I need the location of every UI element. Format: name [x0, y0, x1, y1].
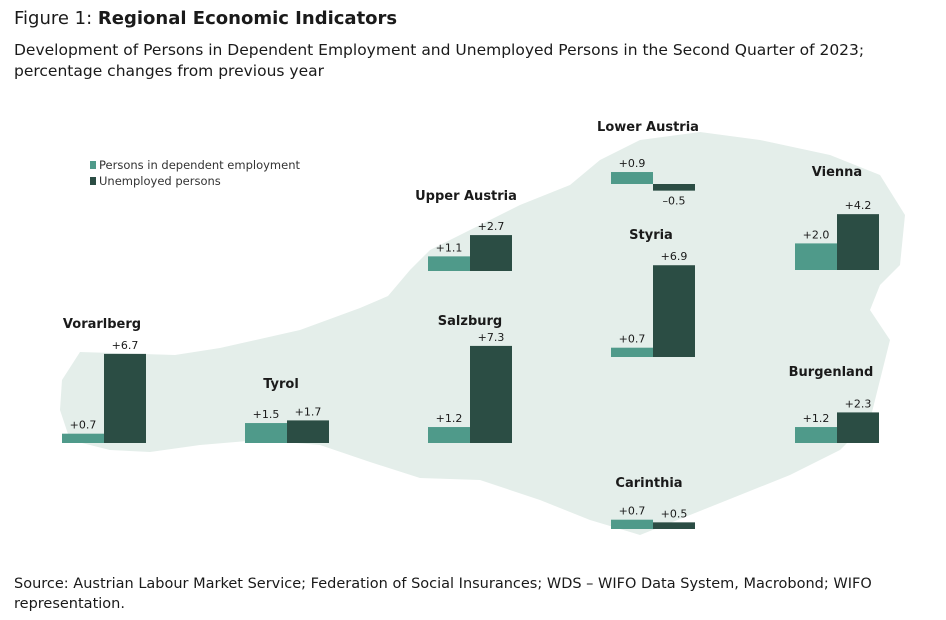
bar-vienna-unemployed-persons [837, 214, 879, 270]
region-name-tyrol: Tyrol [263, 377, 299, 392]
bar-upper-austria-unemployed-persons [470, 235, 512, 271]
value-label-upper-austria-persons-in-dependent-employment: +1.1 [436, 241, 463, 254]
value-label-vienna-persons-in-dependent-employment: +2.0 [803, 228, 830, 241]
source-note: Source: Austrian Labour Market Service; … [14, 576, 872, 612]
value-label-styria-unemployed-persons: +6.9 [661, 250, 688, 263]
bar-vorarlberg-persons-in-dependent-employment [62, 433, 104, 443]
bar-styria-unemployed-persons [653, 265, 695, 357]
bar-upper-austria-persons-in-dependent-employment [428, 256, 470, 271]
bar-lower-austria-persons-in-dependent-employment [611, 172, 653, 184]
region-name-vienna: Vienna [812, 165, 862, 180]
bar-tyrol-unemployed-persons [287, 420, 329, 443]
value-label-burgenland-persons-in-dependent-employment: +1.2 [803, 412, 830, 425]
region-name-carinthia: Carinthia [615, 476, 682, 491]
figure-title: Figure 1: Regional Economic Indicators [14, 8, 397, 29]
region-name-salzburg: Salzburg [438, 314, 502, 329]
value-label-salzburg-persons-in-dependent-employment: +1.2 [436, 412, 463, 425]
bar-salzburg-unemployed-persons [470, 345, 512, 443]
value-label-lower-austria-unemployed-persons: –0.5 [663, 195, 686, 208]
value-label-tyrol-persons-in-dependent-employment: +1.5 [253, 408, 280, 421]
value-label-styria-persons-in-dependent-employment: +0.7 [619, 333, 646, 346]
region-vienna: Vienna +2.0 +4.2 [795, 165, 879, 270]
region-name-vorarlberg: Vorarlberg [63, 317, 141, 332]
bar-groups: Vorarlberg +0.7 +6.7 Tyrol +1.5 +1.7 Salzburg +… [62, 120, 879, 529]
figure-subtitle: Development of Persons in Dependent Empl… [14, 41, 865, 80]
bar-burgenland-unemployed-persons [837, 412, 879, 443]
legend-swatch-persons-in-dependent-employment [90, 161, 96, 169]
value-label-carinthia-persons-in-dependent-employment: +0.7 [619, 505, 646, 518]
value-label-tyrol-unemployed-persons: +1.7 [295, 405, 322, 418]
region-burgenland: Burgenland +1.2 +2.3 [789, 365, 879, 443]
value-label-vienna-unemployed-persons: +4.2 [845, 199, 872, 212]
bar-lower-austria-unemployed-persons [653, 184, 695, 191]
bar-carinthia-unemployed-persons [653, 522, 695, 529]
bar-salzburg-persons-in-dependent-employment [428, 427, 470, 443]
figure-label: Figure 1: [14, 8, 98, 29]
region-tyrol: Tyrol +1.5 +1.7 [245, 377, 329, 443]
value-label-lower-austria-persons-in-dependent-employment: +0.9 [619, 157, 646, 170]
bar-styria-persons-in-dependent-employment [611, 347, 653, 357]
value-label-vorarlberg-unemployed-persons: +6.7 [112, 339, 139, 352]
value-label-burgenland-unemployed-persons: +2.3 [845, 397, 872, 410]
bar-tyrol-persons-in-dependent-employment [245, 423, 287, 443]
region-name-burgenland: Burgenland [789, 365, 874, 380]
value-label-salzburg-unemployed-persons: +7.3 [478, 331, 505, 344]
region-name-lower-austria: Lower Austria [597, 120, 699, 135]
value-label-upper-austria-unemployed-persons: +2.7 [478, 220, 505, 233]
region-lower-austria: Lower Austria +0.9 –0.5 [597, 120, 699, 208]
region-styria: Styria +0.7 +6.9 [611, 228, 695, 357]
region-carinthia: Carinthia +0.7 +0.5 [611, 476, 695, 529]
figure-title-text: Regional Economic Indicators [97, 8, 398, 29]
region-vorarlberg: Vorarlberg +0.7 +6.7 [62, 317, 146, 443]
bar-vienna-persons-in-dependent-employment [795, 243, 837, 270]
legend: Persons in dependent employment Unemploye… [90, 158, 300, 188]
legend-label-persons-in-dependent-employment: Persons in dependent employment [99, 158, 300, 172]
legend-label-unemployed-persons: Unemployed persons [99, 174, 221, 188]
region-salzburg: Salzburg +1.2 +7.3 [428, 314, 512, 443]
bar-carinthia-persons-in-dependent-employment [611, 519, 653, 529]
value-label-carinthia-unemployed-persons: +0.5 [661, 507, 688, 520]
region-upper-austria: Upper Austria +1.1 +2.7 [415, 189, 517, 271]
legend-swatch-unemployed-persons [90, 177, 96, 185]
value-label-vorarlberg-persons-in-dependent-employment: +0.7 [70, 419, 97, 432]
bar-vorarlberg-unemployed-persons [104, 353, 146, 443]
region-name-upper-austria: Upper Austria [415, 189, 517, 204]
bar-burgenland-persons-in-dependent-employment [795, 427, 837, 443]
region-name-styria: Styria [629, 228, 673, 243]
